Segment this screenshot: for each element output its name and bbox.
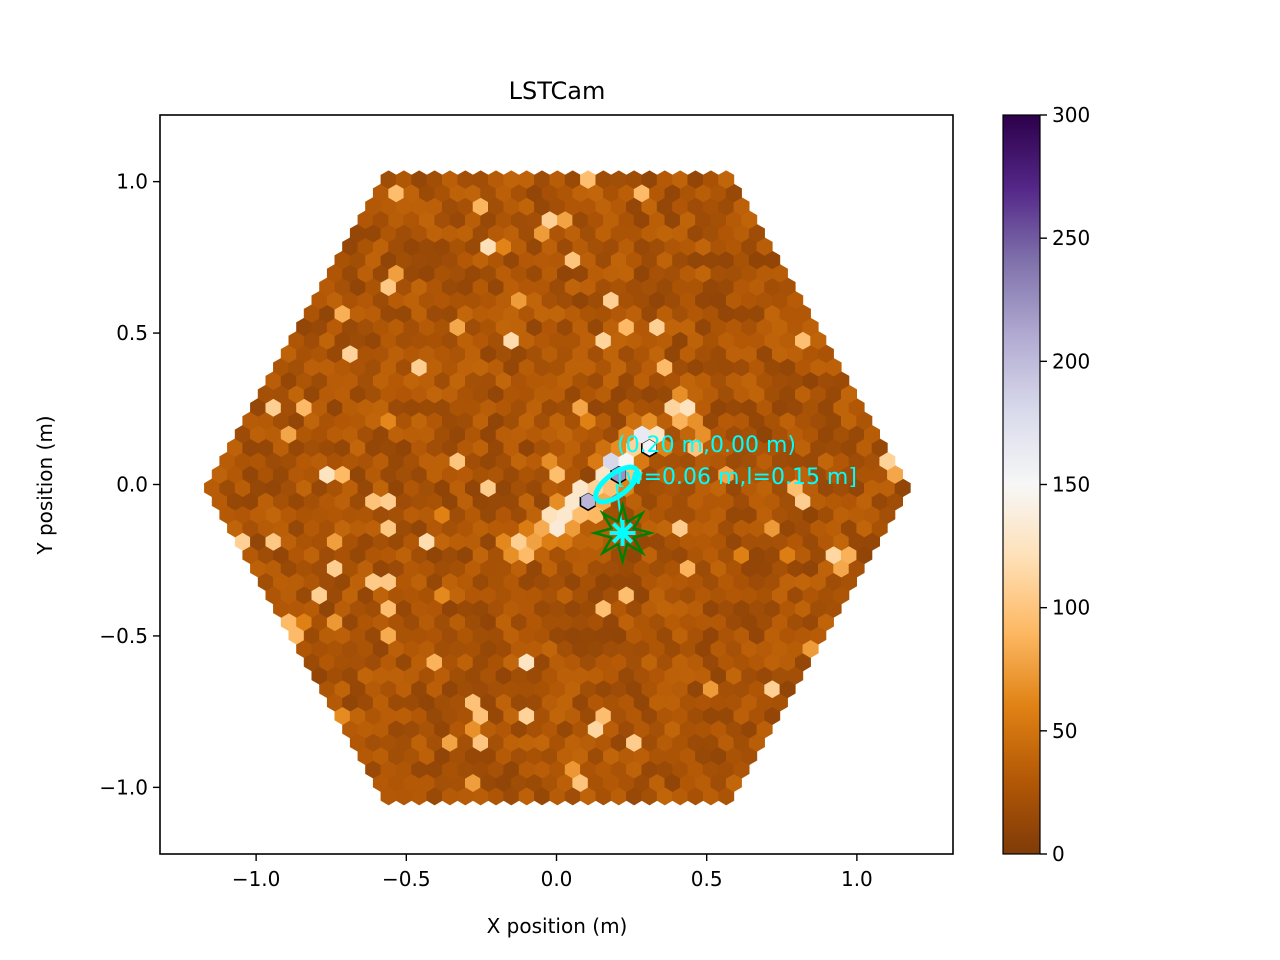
x-tick-label: 1.0 [841, 867, 873, 891]
y-tick-label: −1.0 [99, 775, 148, 799]
x-axis-label: X position (m) [487, 914, 628, 938]
chart-title: LSTCam [509, 77, 606, 105]
x-tick-label: 0.0 [541, 867, 573, 891]
size-annotation: [w=0.06 m,l=0.15 m] [617, 465, 857, 490]
y-tick-label: 0.5 [116, 321, 148, 345]
colorbar [1003, 115, 1040, 854]
y-axis-label: Y position (m) [33, 415, 57, 555]
y-tick-label: 1.0 [116, 170, 148, 194]
y-tick-label: −0.5 [99, 624, 148, 648]
colorbar-tick-label: 300 [1052, 103, 1090, 127]
colorbar-tick-label: 250 [1052, 226, 1090, 250]
colorbar-tick-label: 150 [1052, 473, 1090, 497]
x-tick-label: 0.5 [691, 867, 723, 891]
x-tick-label: −1.0 [232, 867, 281, 891]
centroid-annotation: (0.20 m,0.00 m) [617, 433, 796, 458]
y-tick-label: 0.0 [116, 473, 148, 497]
colorbar-tick-label: 50 [1052, 719, 1077, 743]
fit-star-marker [610, 520, 636, 546]
colorbar-tick-label: 200 [1052, 349, 1090, 373]
x-tick-label: −0.5 [382, 867, 431, 891]
colorbar-tick-label: 100 [1052, 596, 1090, 620]
colorbar-tick-label: 0 [1052, 842, 1065, 866]
